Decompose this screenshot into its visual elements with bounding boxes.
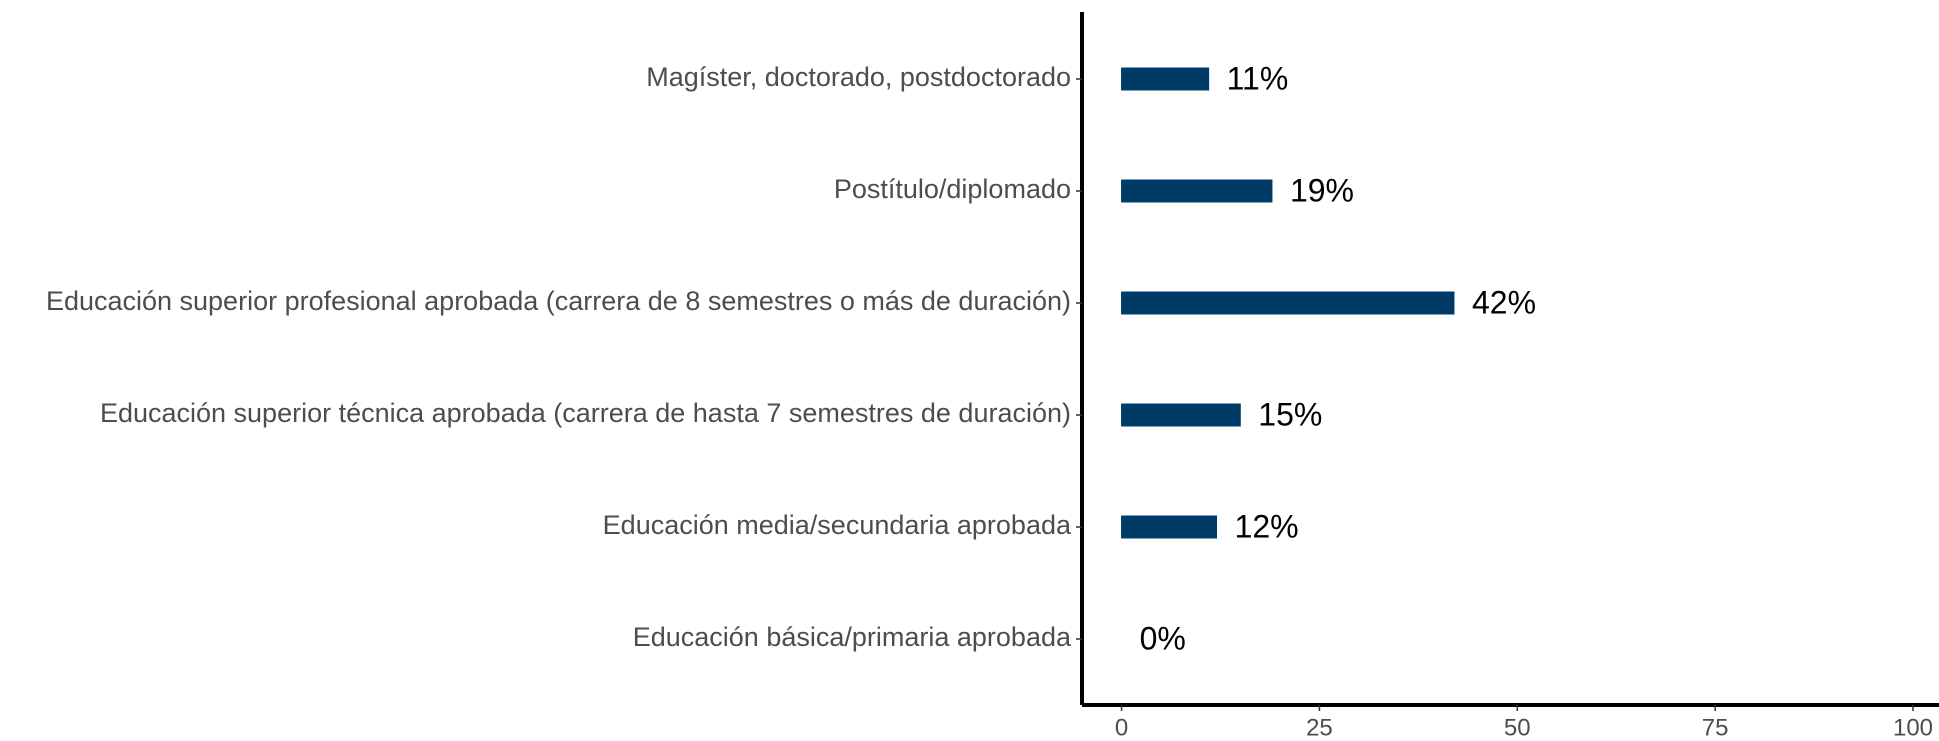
y-tick-label: Educación media/secundaria aprobada [603, 510, 1072, 540]
value-label: 19% [1290, 172, 1354, 208]
bar [1121, 67, 1210, 91]
value-label: 12% [1235, 508, 1299, 544]
value-label: 15% [1258, 396, 1322, 432]
x-tick-label: 75 [1702, 714, 1729, 741]
value-label: 0% [1140, 620, 1186, 656]
value-label: 11% [1227, 60, 1289, 96]
y-tick-label: Educación superior profesional aprobada … [46, 286, 1071, 316]
x-tick-label: 50 [1504, 714, 1531, 741]
y-tick-label: Magíster, doctorado, postdoctorado [646, 62, 1071, 92]
y-tick-label: Educación superior técnica aprobada (car… [100, 398, 1071, 428]
bar [1121, 403, 1241, 427]
y-tick-label: Postítulo/diplomado [834, 174, 1071, 204]
x-tick-label: 25 [1306, 714, 1333, 741]
x-tick-label: 0 [1115, 714, 1128, 741]
y-tick-label: Educación básica/primaria aprobada [633, 622, 1072, 652]
bar [1121, 179, 1273, 203]
bar [1121, 291, 1455, 315]
value-label: 42% [1472, 284, 1536, 320]
bar [1121, 515, 1218, 539]
x-tick-label: 100 [1893, 714, 1933, 741]
